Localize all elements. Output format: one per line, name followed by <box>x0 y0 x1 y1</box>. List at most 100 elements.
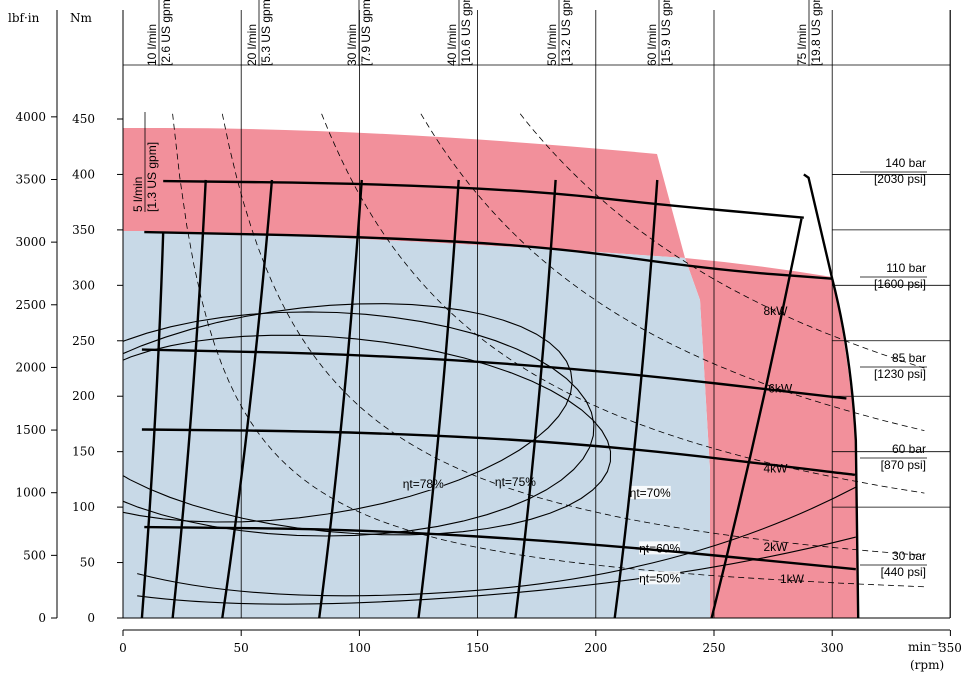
efficiency-label: ηt=75% <box>495 475 536 489</box>
pressure-label: 60 bar <box>892 442 926 456</box>
y-tick-label-nm: 50 <box>80 556 95 570</box>
power-label: 6kW <box>768 381 793 395</box>
efficiency-label-bg <box>639 571 681 585</box>
flow-label: 50 l/min <box>545 24 559 66</box>
pressure-label: 30 bar <box>892 549 926 563</box>
x-tick-label: 0 <box>119 641 127 655</box>
y-tick-label-lbfin: 3500 <box>15 172 46 186</box>
flow-line <box>318 179 363 619</box>
flow-label: 75 l/min <box>795 24 809 66</box>
flow-line <box>613 179 659 619</box>
flow-label: 10 l/min <box>145 24 159 66</box>
efficiency-contour <box>123 311 595 537</box>
power-curve-2kw <box>221 113 925 556</box>
pressure-label: 110 bar <box>886 261 926 275</box>
pressure-curve <box>144 525 857 571</box>
y-tick-label-nm: 300 <box>72 278 95 292</box>
efficiency-contour <box>137 486 857 597</box>
grid <box>123 10 951 618</box>
pressure-label-psi: [1600 psi] <box>874 277 926 291</box>
power-label: 2kW <box>763 540 788 554</box>
pressure-label-psi: [440 psi] <box>881 565 926 579</box>
pressure-label-psi: [870 psi] <box>881 458 926 472</box>
efficiency-label-bg <box>629 485 671 499</box>
y-tick-label-lbfin: 2000 <box>15 360 46 374</box>
x-axis-unit: (rpm) <box>910 658 944 672</box>
continuous-region <box>123 231 710 618</box>
map-boundary <box>803 173 860 619</box>
pressure-curves <box>141 173 860 619</box>
flow-label: 60 l/min <box>645 24 659 66</box>
y-tick-label-lbfin: 1500 <box>15 423 46 437</box>
y-tick-label-nm: 400 <box>72 167 95 181</box>
y-tick-label-nm: 100 <box>72 500 95 514</box>
x-tick-label: 200 <box>584 641 607 655</box>
chart-labels: 5 l/min [1.3 US gpm] 10 l/min [2.6 US gpm] 2… <box>131 0 927 579</box>
x-tick-label: 350 <box>939 641 961 655</box>
flow-label-group: 5 l/min [1.3 US gpm] <box>131 112 159 212</box>
y-tick-label-lbfin: 0 <box>38 611 46 625</box>
y-tick-label-lbfin: 500 <box>23 548 46 562</box>
axes: 0 50 100 150 200 250 300 3500501001502002503003… <box>15 10 961 655</box>
power-curve-4kw <box>321 113 925 494</box>
flow-line <box>221 179 274 619</box>
pressure-curve <box>141 348 847 400</box>
flow-label-group: 30 l/min [7.9 US gpm] <box>345 0 373 66</box>
x-tick-label: 100 <box>348 641 371 655</box>
flow-label-us: [5.3 US gpm] <box>259 0 273 66</box>
flow-label-group: 10 l/min [2.6 US gpm] <box>145 0 173 66</box>
flow-label-us: [1.3 US gpm] <box>145 142 159 212</box>
y-axis-label-nm: Nm <box>70 11 93 25</box>
y-tick-label-nm: 450 <box>72 112 95 126</box>
pressure-curve <box>144 230 834 280</box>
power-curve-8kw <box>519 113 925 369</box>
efficiency-contour <box>137 536 856 605</box>
flow-label-group: 20 l/min [5.3 US gpm] <box>245 0 273 66</box>
flow-label-us: [7.9 US gpm] <box>359 0 373 66</box>
flow-label-us: [2.6 US gpm] <box>159 0 173 66</box>
flow-lines <box>140 179 803 619</box>
flow-label: 20 l/min <box>245 24 259 66</box>
flow-label-us: [19.8 US gpm] <box>809 0 823 66</box>
x-tick-label: 300 <box>821 641 844 655</box>
y-tick-label-lbfin: 4000 <box>15 110 46 124</box>
efficiency-contour <box>123 303 573 523</box>
efficiency-label: ηt=50% <box>639 571 680 585</box>
pressure-label: 85 bar <box>892 351 926 365</box>
y-tick-label-nm: 0 <box>87 611 95 625</box>
efficiency-label: ηt=70% <box>630 486 671 500</box>
y-tick-label-lbfin: 3000 <box>15 235 46 249</box>
y-tick-label-nm: 250 <box>72 334 95 348</box>
y-tick-label-nm: 150 <box>72 445 95 459</box>
intermittent-region <box>123 128 857 618</box>
y-axis-label-lbfin: lbf·in <box>8 11 40 25</box>
flow-label-group: 75 l/min [19.8 US gpm] <box>795 0 823 66</box>
flow-label-group: 60 l/min [15.9 US gpm] <box>645 0 673 66</box>
x-tick-label: 150 <box>466 641 489 655</box>
flow-label: 5 l/min <box>131 177 145 212</box>
flow-label-us: [13.2 US gpm] <box>559 0 573 66</box>
power-label: 1kW <box>780 572 805 586</box>
flow-line <box>417 179 460 619</box>
flow-label: 30 l/min <box>345 24 359 66</box>
efficiency-label-bg <box>494 474 537 488</box>
flow-label-us: [10.6 US gpm] <box>459 0 473 66</box>
flow-label-group: 50 l/min [13.2 US gpm] <box>545 0 573 66</box>
pressure-label-psi: [2030 psi] <box>874 172 926 186</box>
y-tick-label-nm: 350 <box>72 223 95 237</box>
pressure-label: 140 bar <box>885 156 926 170</box>
flow-line <box>710 218 803 619</box>
x-tick-label: 50 <box>234 641 249 655</box>
pressure-curve <box>163 179 805 219</box>
pressure-label-psi: [1230 psi] <box>874 367 926 381</box>
y-tick-label-lbfin: 2500 <box>15 298 46 312</box>
flow-label-group: 40 l/min [10.6 US gpm] <box>445 0 473 66</box>
efficiency-label: ηt=78% <box>403 477 444 491</box>
x-tick-label: 250 <box>703 641 726 655</box>
y-tick-label-lbfin: 1000 <box>15 486 46 500</box>
flow-line <box>140 232 165 619</box>
flow-line <box>171 179 207 619</box>
power-curve-1kw <box>172 113 925 588</box>
